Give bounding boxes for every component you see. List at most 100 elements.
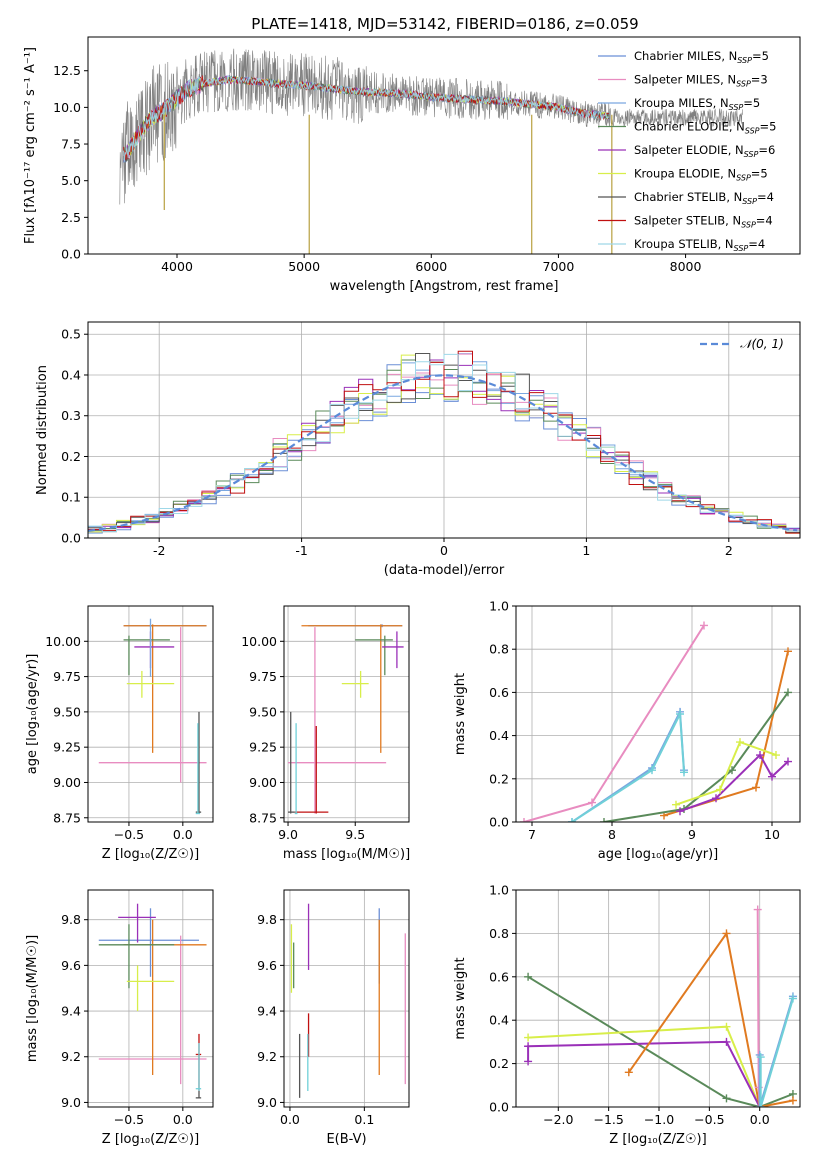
y-tick-label: 0.3 — [61, 408, 81, 423]
legend-label: Salpeter STELIB, NSSP=4 — [634, 214, 773, 230]
y-tick-label: 9.2 — [257, 1049, 277, 1064]
weight-marker — [784, 647, 792, 656]
gaussian-curve — [88, 374, 798, 532]
y-tick-label: 9.0 — [257, 1095, 277, 1110]
y-tick-label: 0.4 — [489, 1013, 509, 1028]
weight-line — [675, 740, 777, 806]
weight-marker — [784, 757, 792, 766]
plot-area — [516, 606, 800, 822]
y-tick-label: 9.4 — [257, 1004, 277, 1019]
y-tick-label: 9.50 — [53, 704, 81, 719]
x-tick-label: 1 — [582, 543, 590, 558]
residual-histogram — [88, 350, 800, 534]
y-tick-label: 10.0 — [53, 100, 81, 115]
panel-residuals: 𝒩(0, 1) -2 -1 0 1 2 0.0 0.1 0.2 0.3 0.4 0.5 (data-mo… — [35, 321, 801, 578]
figure-title: PLATE=1418, MJD=53142, FIBERID=0186, z=0… — [251, 15, 638, 33]
plot-area — [284, 606, 409, 822]
x-tick-label: 8 — [608, 827, 616, 842]
y-tick-label: 1.0 — [489, 883, 509, 898]
weight-marker — [752, 783, 760, 792]
weight-marker — [524, 1042, 533, 1051]
x-tick-label: 4000 — [161, 259, 193, 274]
weight-marker — [722, 1037, 731, 1046]
y-tick-label: 0.6 — [489, 969, 509, 984]
weight-line — [571, 708, 685, 822]
weight-line — [571, 710, 685, 822]
x-tick-label: 7 — [528, 827, 536, 842]
panel-spectrum: Chabrier MILES, NSSP=5 Salpeter MILES, NS… — [23, 36, 801, 294]
plot-area — [284, 890, 409, 1107]
x-tick-label: 7000 — [543, 259, 575, 274]
y-tick-label: 9.4 — [61, 1004, 81, 1019]
weight-marker — [676, 710, 684, 718]
x-tick-label: −0.5 — [694, 1112, 724, 1127]
x-tick-label: 9.0 — [278, 827, 298, 842]
x-tick-label: −1.5 — [593, 1112, 623, 1127]
weight-marker — [712, 794, 720, 803]
y-axis-label: mass weight — [453, 957, 468, 1039]
axes-frame — [283, 889, 410, 1108]
legend-label: Salpeter ELODIE, NSSP=6 — [634, 143, 775, 159]
axes-frame — [87, 889, 214, 1108]
spectrum-data-line — [119, 48, 743, 205]
y-tick-label: 0.8 — [489, 642, 509, 657]
weight-marker — [524, 1033, 533, 1042]
panel-weight_vs_age: 7 8 9 10 0.0 0.2 0.4 0.6 0.8 1.0 age [log₁₀(age/yr… — [453, 599, 801, 862]
weight-marker — [716, 785, 724, 794]
x-axis-label: (data-model)/error — [384, 563, 505, 578]
legend-label: Kroupa MILES, NSSP=5 — [634, 96, 760, 112]
x-tick-label: −0.5 — [114, 1112, 144, 1127]
axes-frame — [87, 605, 214, 823]
y-tick-label: 0.4 — [489, 728, 509, 743]
weight-marker — [524, 972, 533, 981]
x-tick-label: 0.1 — [354, 1112, 374, 1127]
y-tick-label: 0.0 — [61, 531, 81, 546]
x-tick-label: -2 — [153, 543, 165, 558]
weight-marker — [520, 818, 528, 822]
x-tick-label: 9.5 — [345, 827, 365, 842]
y-tick-label: 2.5 — [61, 210, 81, 225]
x-tick-label: 2 — [725, 543, 733, 558]
weight-marker — [722, 1022, 731, 1031]
weight-marker — [788, 1096, 797, 1105]
x-tick-label: −2.0 — [543, 1112, 573, 1127]
y-tick-label: 9.0 — [61, 1095, 81, 1110]
y-tick-label: 0.5 — [61, 327, 81, 342]
y-tick-label: 0.0 — [61, 247, 81, 262]
y-tick-label: 5.0 — [61, 173, 81, 188]
weight-marker — [722, 929, 731, 938]
y-tick-label: 0.0 — [489, 1100, 509, 1115]
x-axis-label: age [log₁₀(age/yr)] — [598, 847, 719, 862]
y-tick-label: 1.0 — [489, 599, 509, 614]
y-axis-label: mass weight — [453, 673, 468, 755]
axes-frame — [515, 889, 801, 1108]
y-tick-label: 12.5 — [53, 63, 81, 78]
weight-line — [527, 1040, 761, 1107]
x-axis-label: wavelength [Angstrom, rest frame] — [330, 279, 559, 294]
weight-marker — [756, 751, 764, 760]
y-tick-label: 7.5 — [61, 137, 81, 152]
x-tick-label: 0 — [440, 543, 448, 558]
legend: 𝒩(0, 1) — [700, 337, 784, 351]
legend: Chabrier MILES, NSSP=5 Salpeter MILES, NS… — [598, 49, 776, 253]
y-tick-label: 10.00 — [45, 634, 81, 649]
legend-label: Kroupa STELIB, NSSP=4 — [634, 237, 765, 253]
weight-marker — [788, 994, 797, 1003]
y-tick-label: 9.8 — [61, 912, 81, 927]
panel-age_vs_Z: −0.5 0.0 8.75 9.00 9.25 9.50 9.75 10.00 Z [log₁₀… — [25, 605, 214, 862]
plot-area — [516, 890, 800, 1107]
weight-marker — [624, 1068, 633, 1077]
x-axis-label: Z [log₁₀(Z/Z☉)] — [102, 1132, 199, 1147]
y-tick-label: 0.1 — [61, 490, 81, 505]
y-tick-label: 9.00 — [53, 775, 81, 790]
weight-line — [663, 651, 789, 817]
weight-marker — [700, 621, 708, 630]
weight-marker — [736, 738, 744, 747]
axes-frame — [283, 605, 410, 823]
legend-label: Chabrier ELODIE, NSSP=5 — [634, 120, 776, 136]
weight-marker — [568, 818, 576, 822]
y-tick-label: 0.4 — [61, 367, 81, 382]
weight-line — [528, 1025, 761, 1107]
y-tick-label: 9.6 — [61, 958, 81, 973]
weight-marker — [756, 1053, 765, 1062]
